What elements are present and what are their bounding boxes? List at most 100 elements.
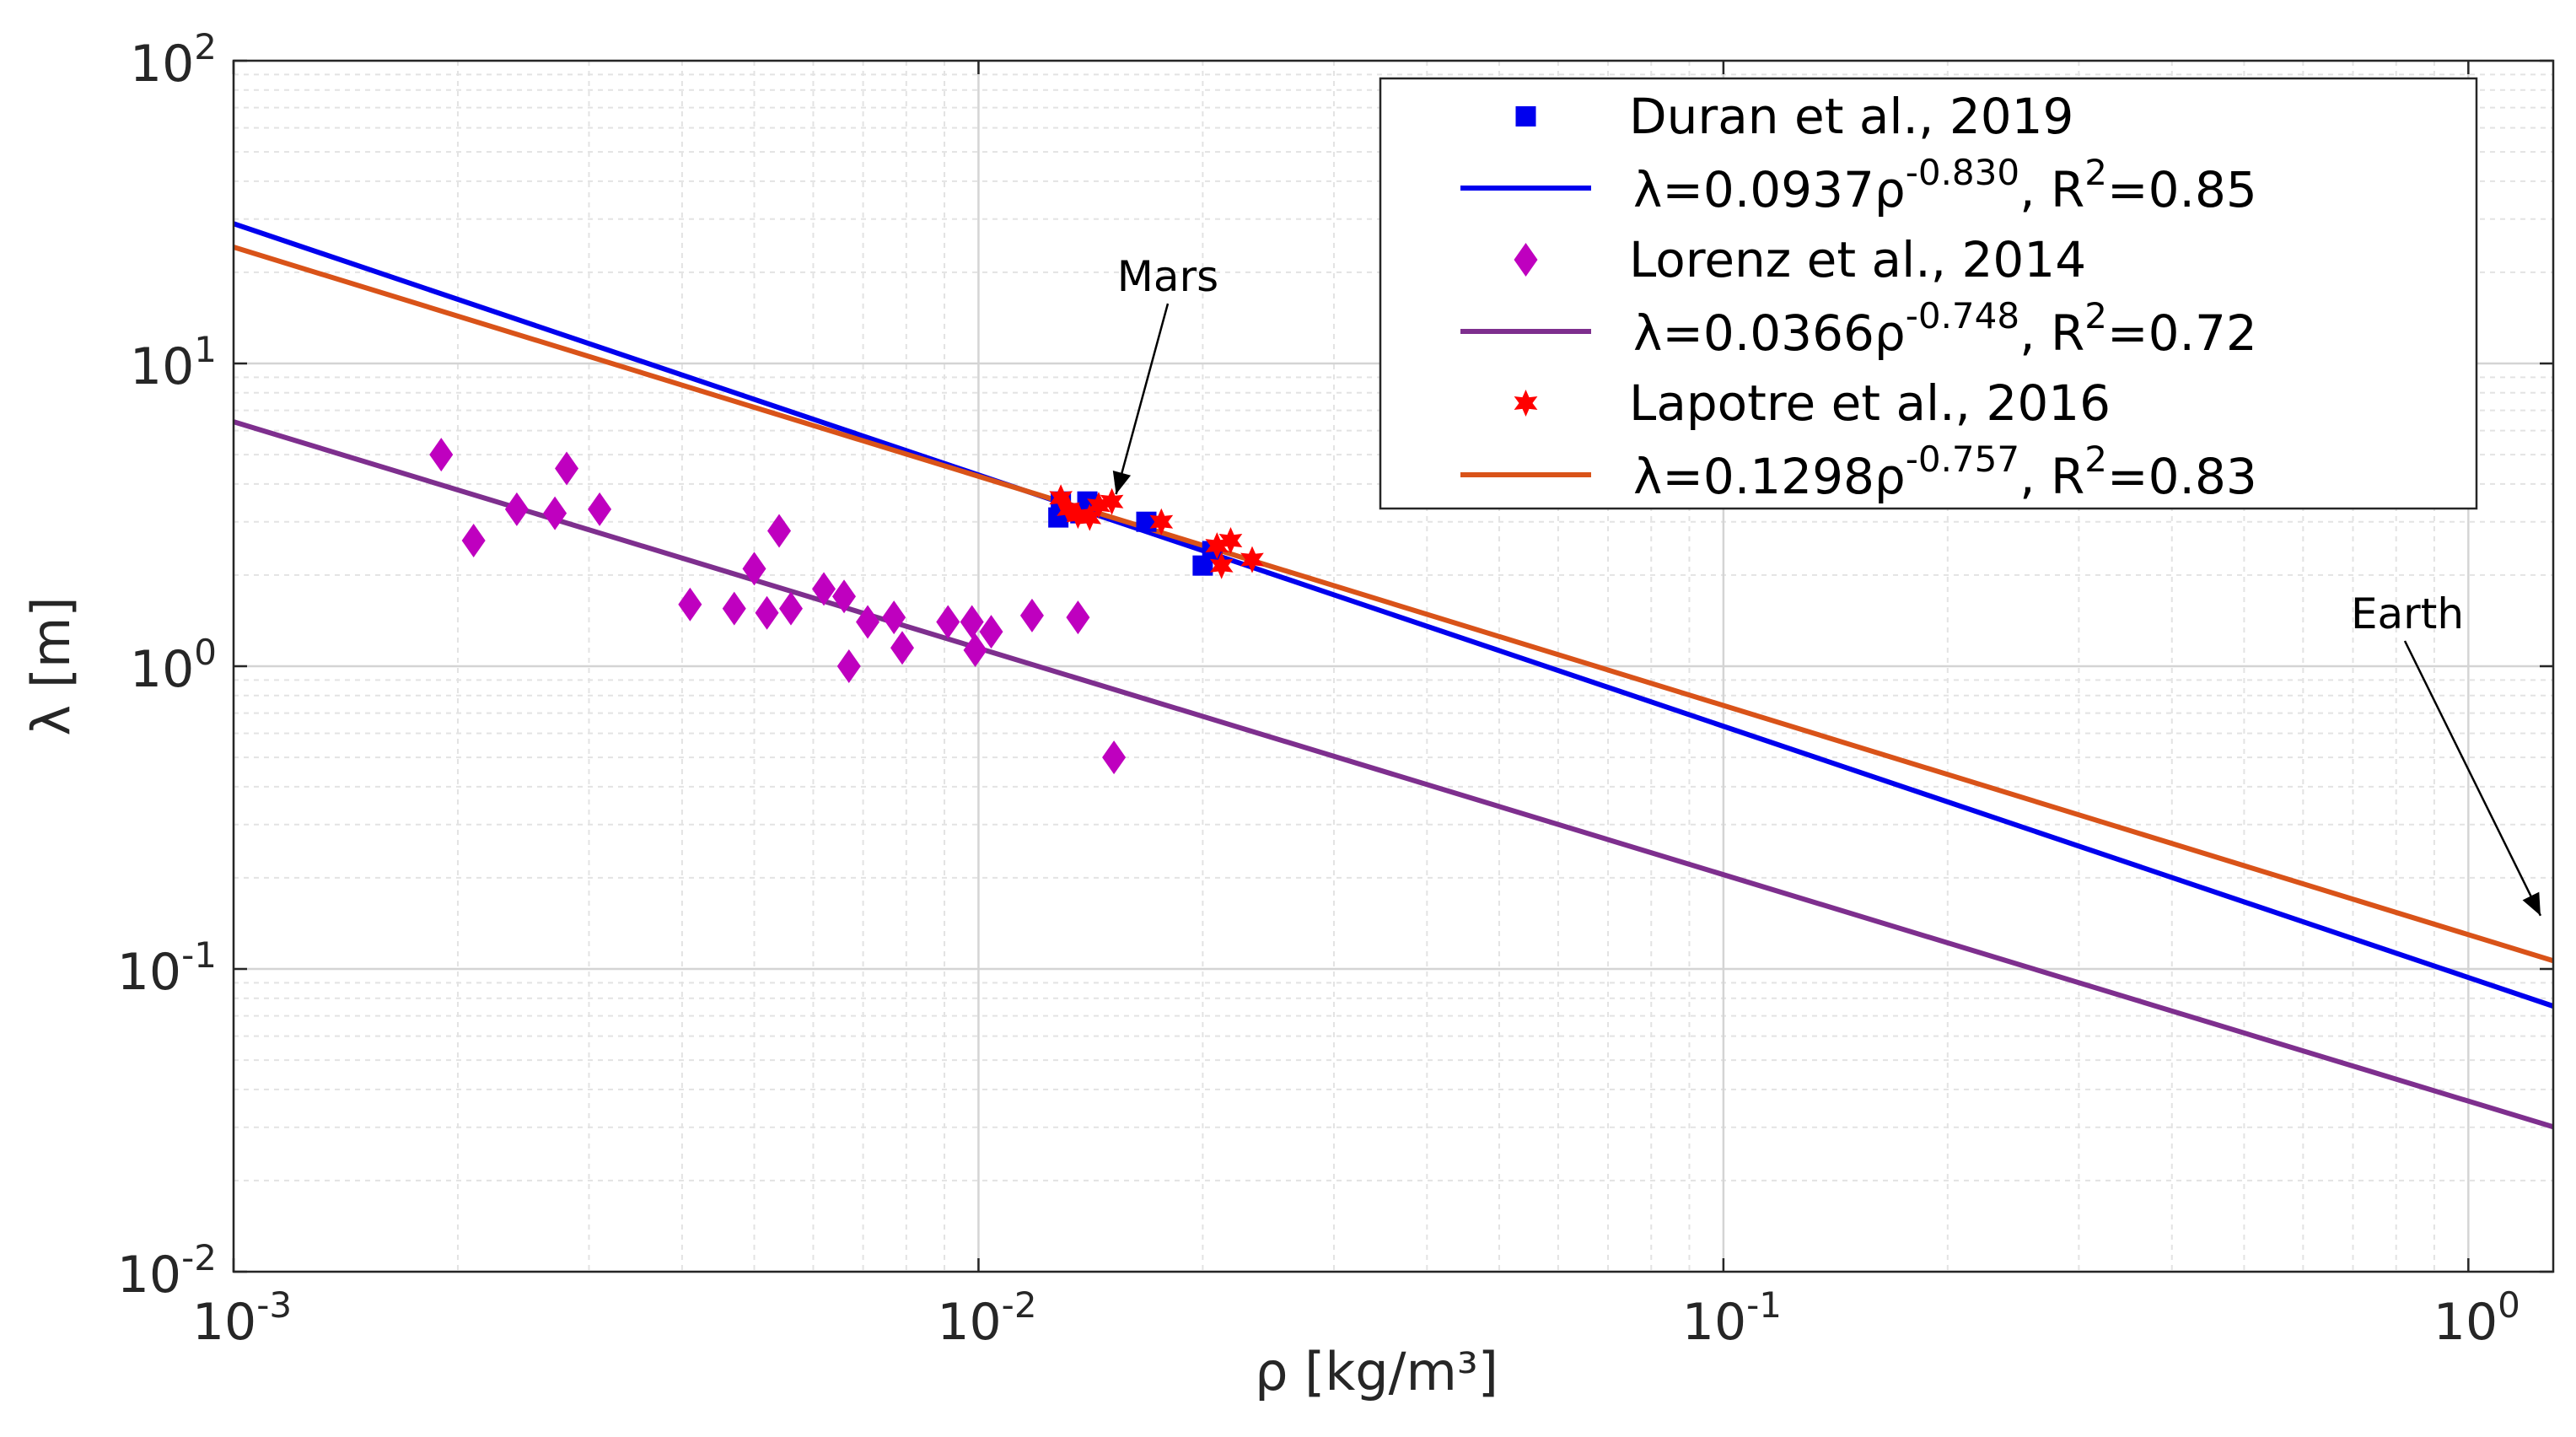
legend-eq-r: , R: [2019, 304, 2084, 362]
fit-line: [234, 419, 2553, 1130]
data-point-diamond: [778, 591, 803, 626]
data-point-star: [1240, 546, 1264, 573]
legend-eq-r: , R: [2019, 161, 2084, 218]
tick-exponent: 2: [194, 26, 217, 67]
annotation-label: Earth: [2351, 589, 2464, 638]
legend-eq-exponent: -0.830: [1906, 152, 2019, 193]
annotation-label: Mars: [1117, 252, 1218, 301]
data-point-diamond: [588, 492, 612, 526]
x-tick-label: 10-3: [192, 1284, 292, 1352]
legend-eq-exponent: -0.748: [1906, 295, 2019, 336]
legend-eq-main: λ=0.0366ρ: [1633, 304, 1906, 362]
tick-base: 10: [2433, 1293, 2498, 1352]
tick-exponent: 0: [2498, 1284, 2520, 1326]
data-point-star: [1209, 552, 1234, 579]
tick-base: 10: [937, 1293, 1001, 1352]
y-tick-label: 10-2: [117, 1237, 217, 1305]
annotation-arrow-line: [2403, 640, 2542, 917]
tick-base: 10: [117, 1246, 181, 1305]
data-point-diamond: [755, 595, 779, 630]
data-point-square: [1515, 106, 1536, 126]
data-point-star: [1087, 492, 1111, 519]
data-point-diamond: [543, 496, 567, 530]
data-point-star: [1049, 484, 1073, 512]
annotation-arrow-head: [2522, 891, 2541, 916]
data-point-diamond: [1066, 600, 1090, 635]
tick-exponent: -3: [256, 1284, 292, 1326]
legend-eq-r-sup: 2: [2084, 439, 2107, 480]
data-point-diamond: [856, 605, 880, 639]
legend-entry-label: λ=0.0937ρ-0.830, R2=0.85: [1633, 152, 2257, 218]
legend-eq-r-sup: 2: [2084, 152, 2107, 193]
plot-area: [234, 221, 2553, 1130]
tick-base: 10: [130, 35, 194, 94]
legend-entry-label: λ=0.1298ρ-0.757, R2=0.83: [1633, 439, 2257, 505]
tick-base: 10: [130, 640, 194, 699]
fit-line: [234, 221, 2553, 1009]
data-point-diamond: [767, 514, 792, 548]
tick-exponent: -2: [1002, 1284, 1037, 1326]
data-point-star: [1078, 503, 1102, 531]
data-point-diamond: [1019, 598, 1044, 632]
data-point-star: [1100, 487, 1124, 515]
tick-base: 10: [192, 1293, 256, 1352]
legend-eq-r-sup: 2: [2084, 295, 2107, 336]
x-axis-label: ρ [kg/m³]: [1255, 1341, 1498, 1402]
data-point-diamond: [429, 438, 454, 472]
data-point-star: [1205, 532, 1229, 560]
legend-eq-r-value: =0.72: [2107, 304, 2257, 362]
data-point-diamond: [555, 451, 579, 486]
x-tick-label: 100: [2433, 1284, 2520, 1352]
y-tick-label: 101: [130, 329, 217, 396]
annotation-arrow-line: [1115, 303, 1170, 495]
x-tick-label: 10-2: [937, 1284, 1036, 1352]
legend-entry-label: Duran et al., 2019: [1629, 88, 2073, 145]
tick-exponent: -1: [181, 934, 217, 976]
data-point-star: [1514, 390, 1538, 417]
data-point-diamond: [936, 605, 960, 639]
data-point-diamond: [722, 591, 746, 626]
data-point-diamond: [963, 632, 987, 667]
data-point-square: [1136, 511, 1157, 532]
data-point-diamond: [742, 552, 766, 586]
data-point-star: [1149, 508, 1174, 536]
data-point-diamond: [678, 587, 702, 622]
legend-entry-label: Lapotre et al., 2016: [1629, 374, 2111, 432]
legend-eq-exponent: -0.757: [1906, 439, 2019, 480]
legend-eq-main: λ=0.1298ρ: [1633, 448, 1906, 505]
legend-entry-label: Lorenz et al., 2014: [1629, 231, 2086, 288]
tick-exponent: 0: [194, 632, 217, 673]
y-tick-label: 100: [130, 632, 217, 699]
annotation-arrow-head: [1112, 471, 1132, 495]
data-point-diamond: [836, 649, 861, 683]
annotations: Mars Earth: [1112, 252, 2542, 917]
data-point-diamond: [1514, 243, 1538, 277]
tick-base: 10: [130, 337, 194, 396]
data-point-star: [1218, 527, 1243, 554]
legend-box: [1379, 77, 2478, 510]
tick-exponent: -2: [181, 1237, 217, 1278]
data-point-diamond: [1102, 740, 1127, 775]
x-tick-label: 10-1: [1682, 1284, 1782, 1352]
data-point-diamond: [979, 615, 1003, 649]
y-tick-label: 10-1: [117, 934, 217, 1002]
legend-eq-main: λ=0.0937ρ: [1633, 161, 1906, 218]
y-axis-label: λ [m]: [20, 596, 82, 735]
tick-exponent: -1: [1746, 1284, 1782, 1326]
data-point-diamond: [890, 631, 915, 665]
fit-line: [234, 245, 2553, 964]
data-point-diamond: [504, 492, 529, 526]
tick-base: 10: [117, 943, 181, 1002]
legend-eq-r-value: =0.85: [2107, 161, 2257, 218]
tick-exponent: 1: [194, 329, 217, 370]
data-point-star: [1066, 502, 1090, 530]
legend-entry-label: λ=0.0366ρ-0.748, R2=0.72: [1633, 295, 2257, 362]
data-point-diamond: [960, 605, 984, 639]
legend-eq-r: , R: [2019, 448, 2084, 505]
tick-base: 10: [1682, 1293, 1746, 1352]
y-tick-label: 102: [130, 26, 217, 94]
